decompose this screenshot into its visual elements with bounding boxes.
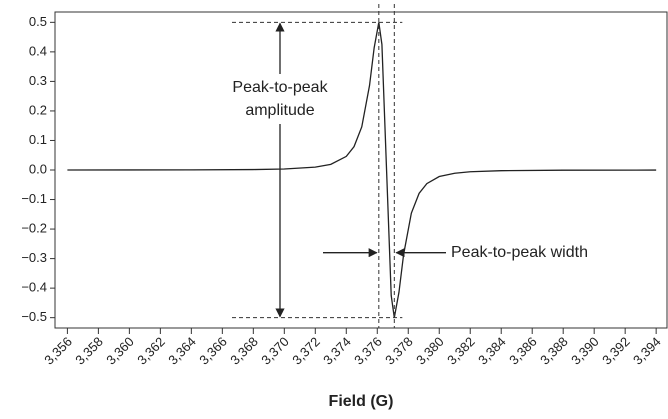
- x-axis-label: Field (G): [329, 393, 394, 410]
- x-tick-label: 3,362: [134, 334, 168, 368]
- y-tick-label: −0.2: [21, 221, 47, 236]
- y-tick-label: 0.5: [29, 14, 47, 29]
- x-tick-label: 3,382: [444, 334, 478, 368]
- y-tick-label: 0.1: [29, 132, 47, 147]
- y-tick-label: −0.1: [21, 191, 47, 206]
- y-tick-label: 0.3: [29, 73, 47, 88]
- y-tick-label: 0.2: [29, 102, 47, 117]
- amplitude-label: amplitude: [245, 102, 314, 119]
- label-bg: [214, 74, 346, 124]
- x-tick-label: 3,378: [382, 334, 416, 368]
- x-tick-label: 3,366: [196, 334, 230, 368]
- y-tick-label: −0.5: [21, 309, 47, 324]
- x-tick-label: 3,392: [599, 334, 633, 368]
- x-tick-label: 3,380: [413, 334, 447, 368]
- amplitude-label: Peak-to-peak: [232, 79, 328, 96]
- y-tick-label: −0.3: [21, 250, 47, 265]
- x-tick-label: 3,372: [289, 334, 323, 368]
- width-label: Peak-to-peak width: [451, 244, 588, 261]
- x-tick-label: 3,370: [258, 334, 292, 368]
- x-tick-label: 3,394: [630, 334, 664, 368]
- data-line: [67, 22, 657, 318]
- x-tick-label: 3,368: [227, 334, 261, 368]
- y-tick-label: 0.0: [29, 161, 47, 176]
- x-tick-label: 3,388: [537, 334, 571, 368]
- x-tick-label: 3,358: [72, 334, 106, 368]
- x-tick-label: 3,390: [568, 334, 602, 368]
- x-tick-label: 3,374: [320, 334, 354, 368]
- x-tick-label: 3,384: [475, 334, 509, 368]
- y-tick-label: −0.4: [21, 280, 47, 295]
- x-tick-label: 3,386: [506, 334, 540, 368]
- x-tick-label: 3,376: [351, 334, 385, 368]
- y-tick-label: 0.4: [29, 43, 47, 58]
- x-tick-label: 3,360: [103, 334, 137, 368]
- x-tick-label: 3,364: [165, 334, 199, 368]
- x-tick-label: 3,356: [41, 334, 75, 368]
